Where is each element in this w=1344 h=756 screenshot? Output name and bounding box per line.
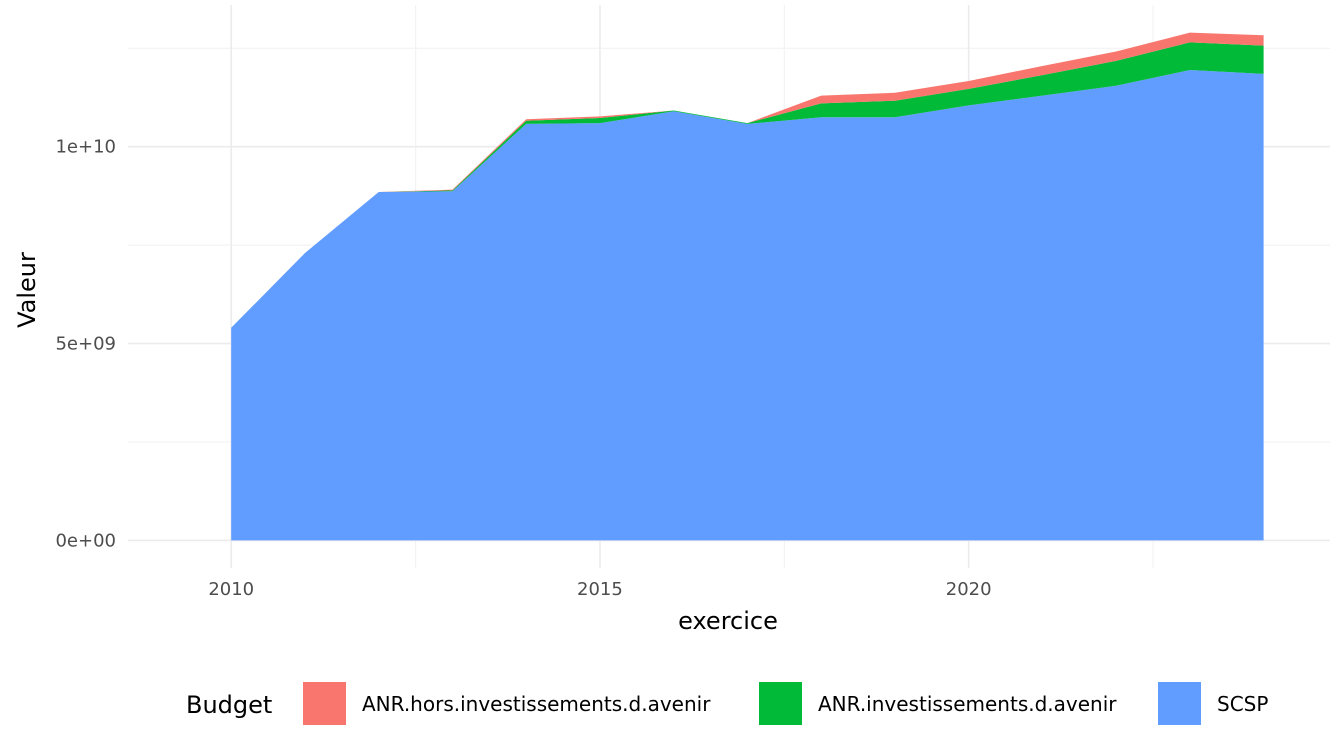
x-tick-label: 2010 bbox=[208, 579, 254, 600]
tick-labels: 2010 2015 2020 0e+00 5e+09 1e+10 bbox=[55, 137, 991, 600]
legend-label-anr-hors-investissements: ANR.hors.investissements.d.avenir bbox=[362, 692, 711, 716]
x-tick-label: 2015 bbox=[577, 579, 623, 600]
legend-title: Budget bbox=[186, 691, 272, 719]
plot-areas bbox=[231, 32, 1264, 541]
legend-key-anr-hors-investissements bbox=[303, 682, 346, 725]
y-axis-title: Valeur bbox=[13, 252, 41, 328]
legend-label-scsp: SCSP bbox=[1217, 692, 1268, 716]
x-tick-label: 2020 bbox=[946, 579, 992, 600]
legend-key-scsp bbox=[1158, 682, 1201, 725]
y-tick-label: 5e+09 bbox=[55, 334, 116, 355]
x-axis-title: exercice bbox=[678, 607, 778, 635]
y-tick-label: 1e+10 bbox=[55, 137, 116, 158]
area-scsp bbox=[231, 70, 1264, 541]
legend: Budget ANR.hors.investissements.d.avenir… bbox=[186, 682, 1268, 725]
legend-key-anr-investissements bbox=[759, 682, 802, 725]
area-anr-investissements-d-avenir bbox=[231, 42, 1264, 328]
legend-label-anr-investissements: ANR.investissements.d.avenir bbox=[818, 692, 1117, 716]
y-tick-label: 0e+00 bbox=[55, 530, 116, 551]
